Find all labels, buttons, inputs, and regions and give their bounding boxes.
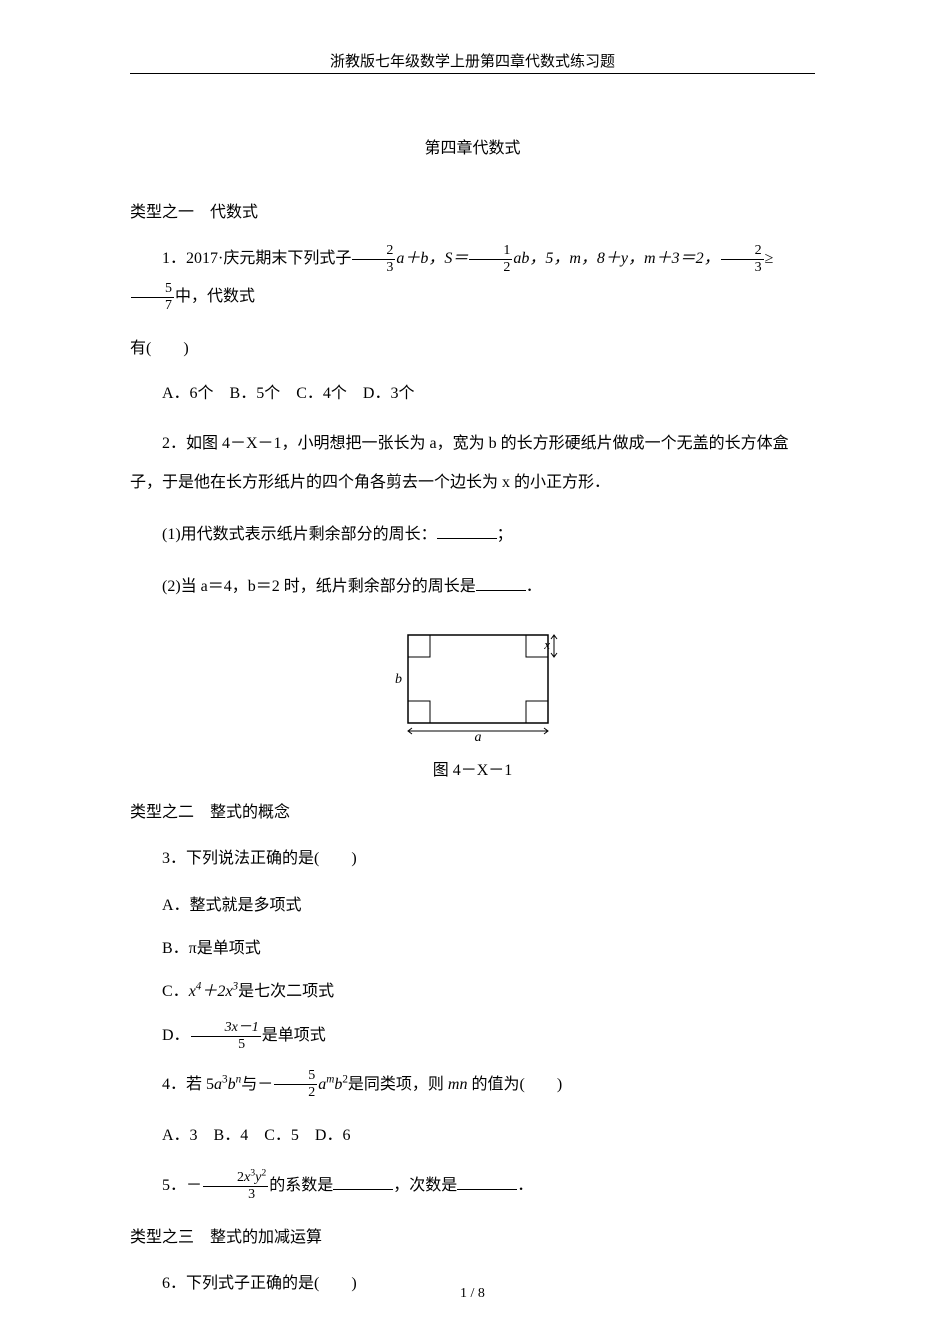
q4-post: amb2是同类项，则 mn 的值为( ) (318, 1076, 562, 1093)
figure-label-a: a (474, 730, 481, 743)
q1-geq: ≥ (765, 250, 774, 267)
question-2: 2．如图 4－X－1，小明想把一张长为 a，宽为 b 的长方形硬纸片做成一个无盖… (130, 425, 815, 502)
q3-optD: D．3x－15是单项式 (130, 1021, 815, 1052)
page-number: 1 / 8 (0, 1286, 945, 1302)
q1-line2: 有( ) (130, 331, 815, 366)
q1-suffix: 中，代数式 (175, 288, 255, 305)
section-3-title: 类型之三 整式的加减运算 (130, 1223, 815, 1247)
frac-3x-1-5: 3x－15 (191, 1021, 261, 1052)
blank-answer-4 (457, 1173, 517, 1190)
q4-options: A．3 B．4 C．5 D．6 (130, 1118, 815, 1153)
q3-optA: A．整式就是多项式 (130, 892, 815, 921)
q2-p2-end: ． (526, 578, 542, 595)
q3-optC-pre: C． (162, 983, 189, 1000)
header-rule (130, 73, 815, 74)
blank-answer-3 (333, 1173, 393, 1190)
q1-mid1: a＋b，S＝ (396, 250, 468, 267)
figure-4-x-1: x b a (130, 625, 815, 748)
question-3: 3．下列说法正确的是( ) (130, 840, 815, 878)
q5-end: ． (517, 1177, 533, 1194)
frac-2x3y2-3: 2x3y23 (203, 1171, 268, 1202)
q3-optC-post: 是七次二项式 (238, 983, 334, 1000)
section-1-title: 类型之一 代数式 (130, 198, 815, 222)
q5-pre: 5．－ (162, 1177, 202, 1194)
section-2-title: 类型之二 整式的概念 (130, 798, 815, 822)
figure-label-x: x (543, 637, 550, 652)
q3-optD-post: 是单项式 (262, 1027, 326, 1044)
question-1: 1．2017·庆元期末下列式子23a＋b，S＝12ab，5，m，8＋y，m＋3＝… (130, 240, 815, 317)
q2-p1-end: ； (497, 526, 513, 543)
q1-options: A．6个 B．5个 C．4个 D．3个 (130, 376, 815, 411)
q4-pre: 4．若 5a3bn与－ (162, 1076, 273, 1093)
q1-mid2: ab，5，m，8＋y，m＋3＝2， (513, 250, 719, 267)
q3-optB: B．π是单项式 (130, 935, 815, 964)
question-5: 5．－2x3y23的系数是 ，次数是 ． (130, 1167, 815, 1205)
chapter-title: 第四章代数式 (130, 134, 815, 158)
question-2-part1: (1)用代数式表示纸片剩余部分的周长： ； (130, 516, 815, 554)
frac-5-7: 57 (131, 282, 174, 313)
q1-prefix: 1．2017·庆元期末下列式子 (162, 250, 351, 267)
page: 浙教版七年级数学上册第四章代数式练习题 第四章代数式 类型之一 代数式 1．20… (0, 0, 945, 1337)
q3-optD-pre: D． (162, 1027, 190, 1044)
figure-caption: 图 4－X－1 (130, 756, 815, 780)
q2-p2-text: (2)当 a＝4，b＝2 时，纸片剩余部分的周长是 (162, 578, 476, 595)
q5-mid2: ，次数是 (393, 1177, 457, 1194)
q3-optC: C．x4＋2x3是七次二项式 (130, 978, 815, 1007)
blank-answer-1 (437, 522, 497, 539)
q5-mid: 的系数是 (269, 1177, 333, 1194)
frac-1-2: 12 (469, 244, 512, 275)
question-4: 4．若 5a3bn与－52amb2是同类项，则 mn 的值为( ) (130, 1066, 815, 1104)
frac-5-2: 52 (274, 1069, 317, 1100)
figure-label-b: b (395, 672, 402, 687)
page-header: 浙教版七年级数学上册第四章代数式练习题 (130, 50, 815, 71)
blank-answer-2 (476, 574, 526, 591)
frac-2-3: 23 (352, 244, 395, 275)
q2-p1-text: (1)用代数式表示纸片剩余部分的周长： (162, 526, 437, 543)
question-2-part2: (2)当 a＝4，b＝2 时，纸片剩余部分的周长是 ． (130, 568, 815, 606)
frac-2-3b: 23 (721, 244, 764, 275)
figure-svg: x b a (388, 625, 558, 743)
q3-optC-math: x4＋2x3 (189, 983, 238, 1000)
